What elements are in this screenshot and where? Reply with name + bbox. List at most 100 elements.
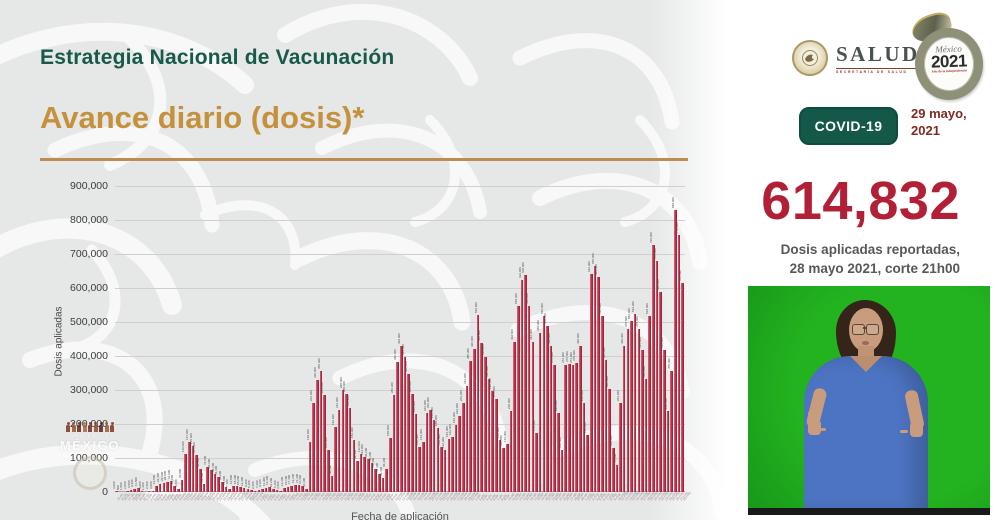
bar-group: 725,400 20-may (649, 186, 663, 502)
bar-group: 518,300 6-may (598, 186, 611, 502)
bar-group: 548,300 13-abr (513, 186, 527, 502)
bar-group: 52,300 6-mar (375, 186, 387, 501)
date-label: 29 mayo, 2021 (911, 105, 967, 139)
bar-value-label: 518,600 (645, 302, 650, 314)
bar (527, 305, 531, 492)
bar-group: 9,300 29-ene (244, 186, 257, 501)
bar-group: 6,100 6-feb (273, 186, 285, 501)
bar (330, 476, 334, 492)
bar (403, 356, 407, 492)
bar-value-label: 122,400 (440, 437, 445, 449)
bar-group: 756,400 27-may (675, 186, 689, 501)
bar (600, 315, 604, 492)
bar-value-label: 355,300 (667, 358, 672, 370)
bar-group: 12,300 8-feb (280, 186, 292, 502)
bar (283, 487, 286, 492)
mexico-2021-ring: México 2021 Año de la Independencia (913, 26, 985, 102)
watermark-seal-icon (73, 456, 107, 490)
bar-value-label: 262,300 (459, 389, 464, 401)
bar-group: 3,600 7-feb (276, 186, 288, 501)
bar (308, 441, 312, 492)
bar-group: 376,400 27-abr (565, 186, 578, 501)
bar-value-label: 196,300 (451, 412, 456, 424)
bar (644, 378, 648, 492)
bar-group: 128,400 9-may (609, 186, 622, 502)
bar (425, 412, 429, 492)
bar-group: 232,300 24-abr (554, 186, 567, 501)
bar (630, 321, 633, 492)
bar-group: 74,600 18-ene (203, 186, 216, 501)
bar-group: 196,300 27-mar (451, 186, 465, 501)
bar (586, 434, 589, 492)
bar-value-label: 678,300 (652, 248, 657, 260)
bar (268, 487, 272, 492)
bar-group: 262,400 16-feb (309, 186, 322, 502)
bar-value-label: 614,832 (678, 270, 683, 281)
bar (611, 448, 615, 492)
bar-group: 262,300 1-may (580, 186, 593, 501)
bar (418, 446, 421, 492)
mexico-2021-logo: México 2021 Año de la Independencia (903, 9, 994, 111)
bar-group: 132,300 23-mar (437, 186, 450, 501)
glasses-right-lens-icon (866, 324, 879, 335)
bar-group: 632,400 5-may (594, 186, 607, 501)
bar (674, 210, 677, 492)
bar-group: 122,400 24-mar (440, 186, 454, 502)
bar (516, 305, 520, 492)
bar-value-label: 332,400 (641, 366, 646, 377)
bar-group: 2,600 31-ene (251, 186, 264, 502)
bar (432, 419, 436, 492)
bar (429, 409, 432, 492)
kpi-caption: Dosis aplicadas reportadas, 28 mayo 2021… (660, 240, 960, 278)
bar-group: 302,300 8-may (605, 186, 618, 501)
bar-group: 16,800 25-ene (229, 186, 242, 501)
bar-group: 428,600 12-mar (397, 186, 410, 501)
y-tick-label: 900,000 (70, 179, 108, 192)
gridline (115, 322, 685, 323)
bar-group: 78,300 10-may (613, 186, 627, 501)
bar (652, 245, 655, 492)
bar (641, 349, 644, 492)
bar (622, 346, 626, 492)
y-tick-label: 700,000 (70, 247, 108, 260)
bar (253, 491, 257, 492)
video-bottom-bar (748, 508, 990, 515)
bar-value-label: 478,400 (634, 316, 639, 328)
bar-group: 188,400 22-mar (433, 186, 447, 501)
bar-group: 520,600 2-abr (474, 186, 486, 501)
watermark-top-text: GOBIERNO DE (64, 433, 116, 438)
bar-group: 142,300 10-abr (503, 186, 516, 502)
bar (213, 473, 217, 492)
bar-group: 66,300 8-mar (382, 186, 394, 501)
bar (389, 438, 392, 492)
bar-group: 146,300 18-mar (419, 186, 432, 501)
bar-value-label: 172,400 (532, 420, 537, 432)
bar-group: 192,400 22-feb (331, 186, 344, 502)
bar-value-label: 148,200 (305, 428, 310, 440)
swirl-pattern-icon (0, 0, 736, 520)
bar-group: 12,400 28-ene (240, 186, 253, 502)
salud-text-block: SALUD SECRETARÍA DE SALUD (836, 42, 920, 74)
bar (487, 378, 491, 492)
bar (301, 486, 304, 492)
bar (359, 453, 363, 492)
bar-group: 84,300 4-mar (368, 186, 380, 501)
bar-group: 288,400 15-mar (408, 186, 421, 501)
interpreter-neckline (850, 356, 882, 372)
bar-group: 11,300 3-feb (262, 186, 274, 501)
bar-group: 382,400 11-mar (393, 186, 406, 501)
bar (484, 356, 487, 492)
bar-group: 428,300 12-may (620, 186, 634, 502)
bar-value-label: 188,400 (433, 415, 438, 426)
bar (575, 363, 578, 492)
kpi-caption-line-1: Dosis aplicadas reportadas, (780, 242, 960, 257)
bar (341, 390, 345, 492)
bar (579, 346, 582, 492)
bar-value-label: 548,300 (513, 292, 518, 304)
bar (385, 469, 388, 492)
bar (356, 460, 359, 492)
bar-group: 238,400 11-abr (507, 186, 520, 501)
bar (666, 410, 670, 492)
bar-value-label: 548,200 (524, 292, 529, 304)
bar (272, 488, 275, 492)
